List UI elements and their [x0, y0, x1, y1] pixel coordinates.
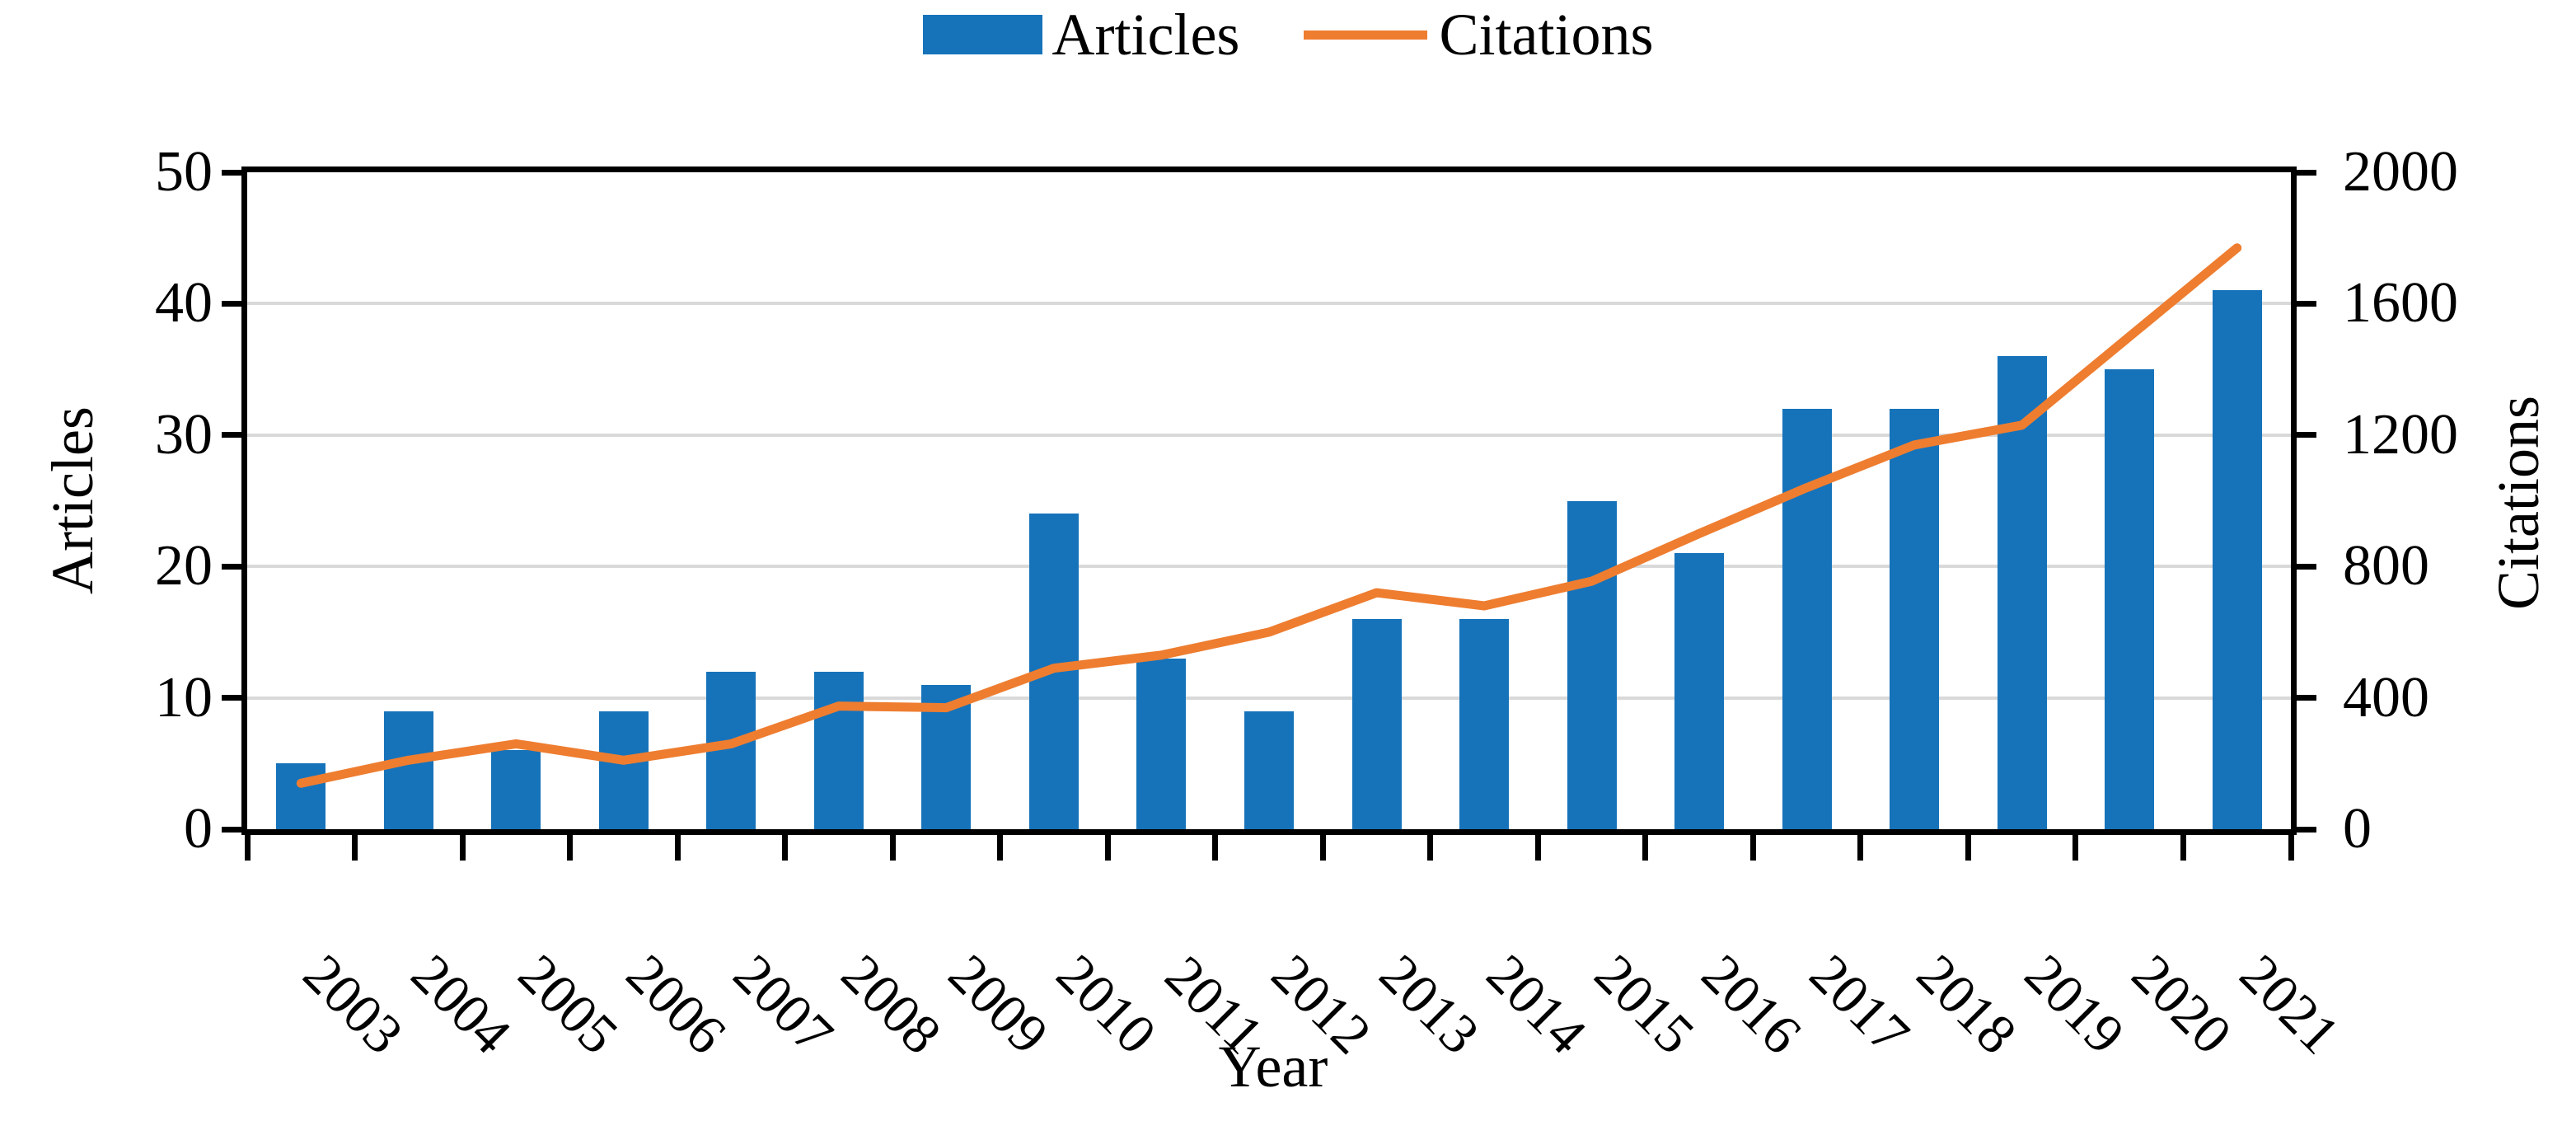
- citations-legend-line-icon: [1304, 30, 1428, 40]
- bar-2013: [1351, 618, 1402, 829]
- plot-area: 0 0 10 400 20 800 30 1200 40 1600 50 2000 2003 2004 20…: [155, 143, 2458, 1066]
- x-axis-tick: [997, 829, 1004, 861]
- articles-legend-swatch-icon: [922, 15, 1042, 54]
- left-tick-30: [222, 432, 241, 439]
- x-axis-tick: [2180, 829, 2186, 861]
- right-tick-400: [2297, 695, 2316, 701]
- right-axis-tick-label: 1600: [2343, 271, 2458, 335]
- left-tick-50: [222, 169, 241, 176]
- left-tick-0: [222, 826, 241, 833]
- bar-2021: [2212, 290, 2262, 829]
- x-axis-tick: [782, 829, 789, 861]
- left-tick-10: [222, 695, 241, 701]
- gridline-10: [247, 696, 2291, 700]
- x-axis-tick: [674, 829, 681, 861]
- gridline-40: [247, 302, 2291, 306]
- bar-2006: [598, 711, 649, 829]
- left-axis-tick-label: 10: [155, 665, 213, 729]
- x-axis-tick: [1965, 829, 1971, 861]
- legend-articles-label: Articles: [1051, 2, 1240, 68]
- bar-2008: [813, 671, 864, 829]
- citations-line: [296, 243, 2242, 788]
- right-axis-tick-label: 0: [2343, 797, 2372, 861]
- right-tick-2000: [2297, 169, 2316, 176]
- chart-legend: Articles Citations: [0, 0, 2576, 69]
- right-axis-title: Citations: [2485, 396, 2551, 611]
- bar-2005: [491, 750, 541, 829]
- left-axis-tick-label: 20: [155, 534, 213, 598]
- bar-2015: [1567, 500, 1617, 829]
- left-axis-tick-label: 30: [155, 402, 213, 467]
- left-axis-tick-label: 40: [155, 271, 213, 335]
- x-axis-tick: [1104, 829, 1111, 861]
- gridline-30: [247, 433, 2291, 437]
- right-axis-tick-label: 1200: [2343, 402, 2458, 467]
- x-axis-tick: [1319, 829, 1326, 861]
- left-axis-tick-label: 50: [155, 140, 213, 204]
- bar-2016: [1674, 553, 1725, 829]
- x-axis-tick: [567, 829, 574, 861]
- citations-line-layer: [296, 243, 2242, 788]
- legend-citations-label: Citations: [1439, 2, 1654, 68]
- x-axis-tick: [352, 829, 358, 861]
- left-tick-40: [222, 300, 241, 307]
- left-axis-tick-label: 0: [184, 797, 213, 861]
- x-axis-tick: [1534, 829, 1541, 861]
- right-tick-800: [2297, 563, 2316, 570]
- x-axis-tick: [1212, 829, 1219, 861]
- x-axis-tick: [2288, 829, 2294, 861]
- left-tick-20: [222, 563, 241, 570]
- x-axis-tick: [1857, 829, 1864, 861]
- x-axis-title: Year: [1218, 1034, 1328, 1100]
- x-axis-tick: [889, 829, 896, 861]
- bar-2012: [1244, 711, 1294, 829]
- bar-2019: [1997, 356, 2047, 829]
- x-axis-tick: [244, 829, 251, 861]
- right-axis-tick-label: 800: [2343, 534, 2429, 598]
- bar-2011: [1136, 658, 1187, 829]
- x-axis-tick: [1642, 829, 1649, 861]
- right-axis-tick-label: 400: [2343, 665, 2429, 729]
- bar-2004: [383, 711, 433, 829]
- bar-2003: [276, 763, 326, 829]
- right-tick-1600: [2297, 300, 2316, 307]
- x-axis-tick: [459, 829, 466, 861]
- right-tick-0: [2297, 826, 2316, 833]
- right-tick-1200: [2297, 432, 2316, 439]
- x-axis-tick: [1749, 829, 1756, 861]
- bar-2020: [2105, 369, 2155, 829]
- x-axis-tick: [2073, 829, 2079, 861]
- gridline-20: [247, 565, 2291, 569]
- left-axis-title: Articles: [40, 406, 105, 594]
- bar-2018: [1890, 408, 1940, 829]
- x-axis-tick: [1427, 829, 1434, 861]
- right-axis-tick-label: 2000: [2343, 140, 2458, 204]
- bar-2014: [1459, 618, 1510, 829]
